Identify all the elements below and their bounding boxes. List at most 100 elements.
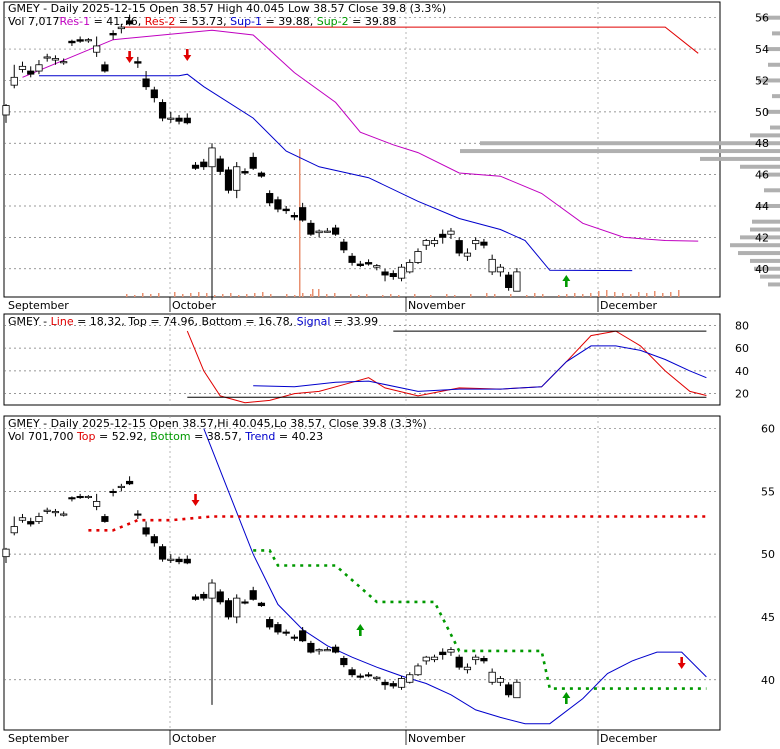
volume-bar [334,293,336,297]
panel3-candle-body [175,558,183,563]
panel3-candle-body [488,671,496,683]
panel1-candle-body [439,233,447,238]
volume-profile-bar [766,109,780,114]
volume-bar [670,292,672,297]
panel3-candle-body [224,600,233,618]
panel1-candle-body [224,169,233,191]
volume-bar [158,293,160,297]
sell-arrow [125,51,134,63]
panel1-candle-body [51,58,60,61]
panel3-candle-body [406,674,414,683]
panel1-y-tick-label: 50 [755,106,769,119]
panel3-legend-part-0: Vol 701,700 [8,430,77,443]
volume-profile-bar [760,274,780,279]
volume-bar [678,290,680,297]
panel1-candle-body [348,255,356,263]
panel1-candle-body [35,64,43,72]
volume-bar [510,294,512,297]
panel1-legend-part-7: Sup-2 [317,15,349,28]
volume-bar [198,292,200,297]
panel3-candle-body [2,548,10,558]
volume-bar [222,294,224,297]
panel1-candle-body [414,251,422,263]
volume-profile-bar [740,164,780,169]
panel1-candle-body [183,117,191,124]
panel3-y-ticks: 60 55 50 45 40 [761,423,775,687]
panel1-legend-part-2: = 41.76, [90,15,145,28]
panel3-candle-body [348,669,356,676]
month-label-december: December [600,299,658,312]
panel3-y-tick-label: 50 [761,548,775,561]
panel3-candle-body [183,558,191,564]
panel3-candle-body [216,591,224,603]
panel1-candle-body [68,40,76,44]
volume-bar [470,294,472,297]
volume-bar [454,295,456,297]
panel1-candle-body [488,258,496,273]
volume-bar [558,295,560,297]
panel1-candle-body [463,252,472,257]
panel3-candle-body [60,513,68,516]
volume-bar [182,294,184,297]
panel1-candle-body [101,64,109,72]
volume-bar [350,294,352,297]
volume-profile-bar [700,156,780,161]
panel3-candle-body [356,675,364,678]
panel3-candle-body [315,649,323,652]
month-label-december: December [600,732,658,745]
panel3-candle-body [158,546,167,560]
panel3-legend-part-5: Trend [244,430,275,443]
sell-arrow [191,494,200,506]
volume-profile-bar [752,219,780,224]
volume-profile-bar [754,266,780,271]
panel1-y-ticks: 56 54 52 50 48 46 44 42 40 [755,12,769,276]
panel3-candle-body [35,516,43,522]
panel1-candle-body [158,102,167,119]
panel3-line-trend [203,428,707,725]
panel1-candle-body [150,89,158,99]
panel1-candle-body [397,266,406,279]
volume-profile-bar [740,235,780,240]
panel2-y-tick-label: 40 [735,365,749,378]
panel1-legend-part-6: = 39.88, [262,15,317,28]
panel2-y-ticks: 80 60 40 20 [735,319,749,400]
volume-bar [430,295,432,297]
volume-bar [310,294,312,297]
panel2-legend-part-1: Line [51,315,74,328]
volume-profile [460,15,780,287]
panel3-y-tick-label: 40 [761,674,775,687]
panel3-candle-body [43,509,51,512]
panel1-legend-part-3: Res-2 [145,15,176,28]
panel3-legend-part-4: = 38.57, [191,430,246,443]
panel1-candle-body [134,61,142,64]
panel3-line-bottom [253,549,707,690]
volume-bar [150,294,152,297]
panel3-candles [2,476,521,705]
panel3-candle-body [233,597,241,618]
panel3-candle-body [364,674,373,677]
volume-bar [566,294,568,297]
volume-profile-bar [772,94,780,99]
panel1-candle-body [175,117,183,122]
buy-arrow [562,692,571,704]
buy-arrow [562,275,571,287]
volume-bar [630,294,632,297]
volume-bar [606,290,608,297]
panel3-candle-body [68,497,76,500]
panel1-candle-body [257,172,266,177]
panel1-candle-body [249,156,257,169]
panel3-candle-body [274,624,282,633]
panel1-legend-part-4: = 53.73, [175,15,230,28]
panel3-candle-body [447,649,455,653]
panel1-y-tick-label: 46 [755,169,769,182]
panel3-candle-body [299,630,307,642]
panel3-candle-body [323,649,331,652]
panel3-candle-body [257,602,266,607]
panel3-month-labels: September October November December [8,730,658,745]
panel1-month-labels: September October November December [8,297,658,312]
panel3-candle-body [208,582,216,599]
month-label-october: October [172,732,216,745]
panel1-candle-body [233,166,241,191]
panel1-candle-body [406,262,414,273]
volume-profile-bar [750,133,780,138]
